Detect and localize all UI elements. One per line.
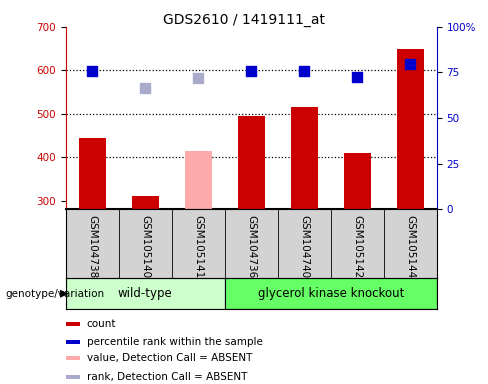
Text: GDS2610 / 1419111_at: GDS2610 / 1419111_at xyxy=(163,13,325,27)
Bar xyxy=(66,278,225,309)
Point xyxy=(353,74,361,80)
Bar xyxy=(66,375,81,379)
Text: genotype/variation: genotype/variation xyxy=(5,289,104,299)
Bar xyxy=(225,278,437,309)
Text: GSM105140: GSM105140 xyxy=(141,215,150,278)
Point xyxy=(142,84,149,91)
Bar xyxy=(397,50,424,209)
Bar xyxy=(291,107,318,209)
Bar xyxy=(238,116,264,209)
Point xyxy=(194,75,202,81)
Text: value, Detection Call = ABSENT: value, Detection Call = ABSENT xyxy=(87,353,252,364)
Bar xyxy=(132,196,159,209)
Text: glycerol kinase knockout: glycerol kinase knockout xyxy=(258,287,404,300)
Bar xyxy=(344,153,370,209)
Text: GSM105142: GSM105142 xyxy=(352,215,362,278)
Text: percentile rank within the sample: percentile rank within the sample xyxy=(87,337,263,347)
Bar xyxy=(185,151,212,209)
Text: GSM105141: GSM105141 xyxy=(193,215,203,278)
Text: GSM105144: GSM105144 xyxy=(405,215,415,278)
Point xyxy=(407,61,414,67)
Polygon shape xyxy=(60,290,69,298)
Text: GSM104736: GSM104736 xyxy=(246,215,256,278)
Text: count: count xyxy=(87,319,116,329)
Text: GSM104738: GSM104738 xyxy=(87,215,98,278)
Point xyxy=(247,68,255,74)
Bar xyxy=(79,137,105,209)
Bar xyxy=(66,322,81,326)
Text: wild-type: wild-type xyxy=(118,287,173,300)
Point xyxy=(88,68,96,74)
Point xyxy=(301,68,308,74)
Bar xyxy=(66,356,81,361)
Bar xyxy=(66,340,81,344)
Text: GSM104740: GSM104740 xyxy=(299,215,309,278)
Text: rank, Detection Call = ABSENT: rank, Detection Call = ABSENT xyxy=(87,372,247,382)
